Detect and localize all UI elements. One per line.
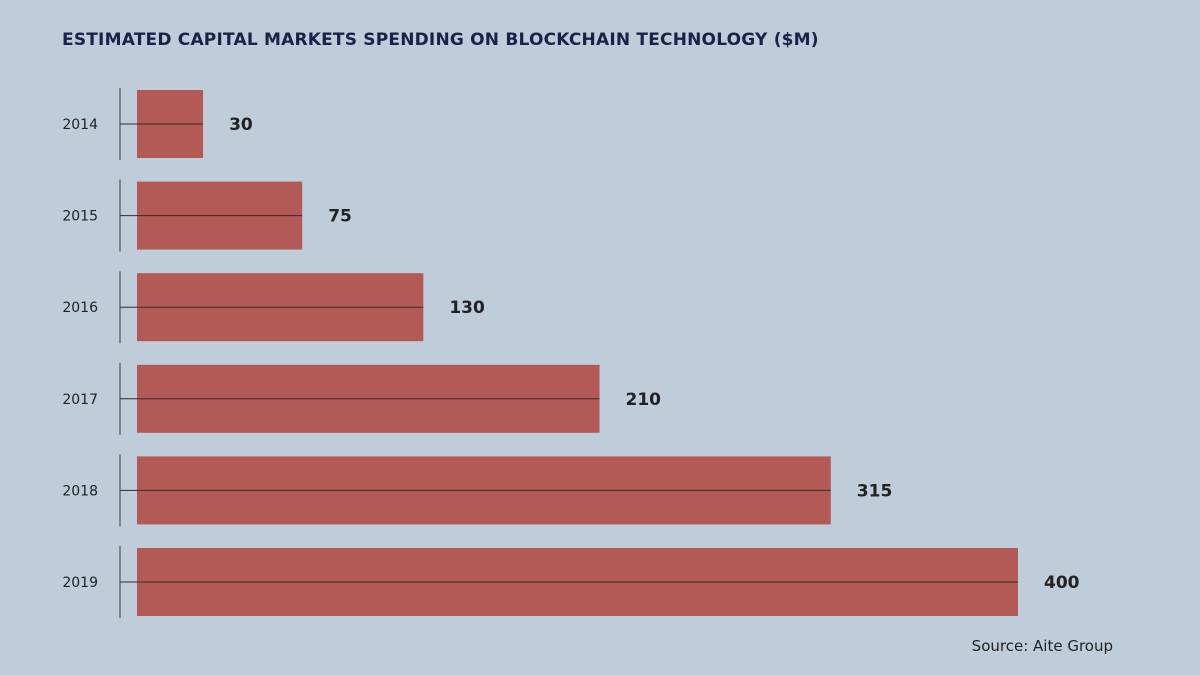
tick-label-2016: 2016 xyxy=(62,300,98,316)
data-label-2017: 210 xyxy=(626,390,662,410)
data-label-2015: 75 xyxy=(328,207,352,227)
data-label-2018: 315 xyxy=(857,481,893,501)
tick-label-2015: 2015 xyxy=(62,209,98,225)
tick-label-2018: 2018 xyxy=(62,483,98,499)
tick-label-2014: 2014 xyxy=(62,117,98,133)
data-label-2016: 130 xyxy=(449,298,485,318)
source-note: Source: Aite Group xyxy=(971,637,1113,655)
tick-label-2017: 2017 xyxy=(62,392,98,408)
chart-title: ESTIMATED CAPITAL MARKETS SPENDING ON BL… xyxy=(62,30,819,50)
data-label-2019: 400 xyxy=(1044,573,1080,593)
tick-label-2019: 2019 xyxy=(62,575,98,591)
data-label-2014: 30 xyxy=(229,115,253,135)
